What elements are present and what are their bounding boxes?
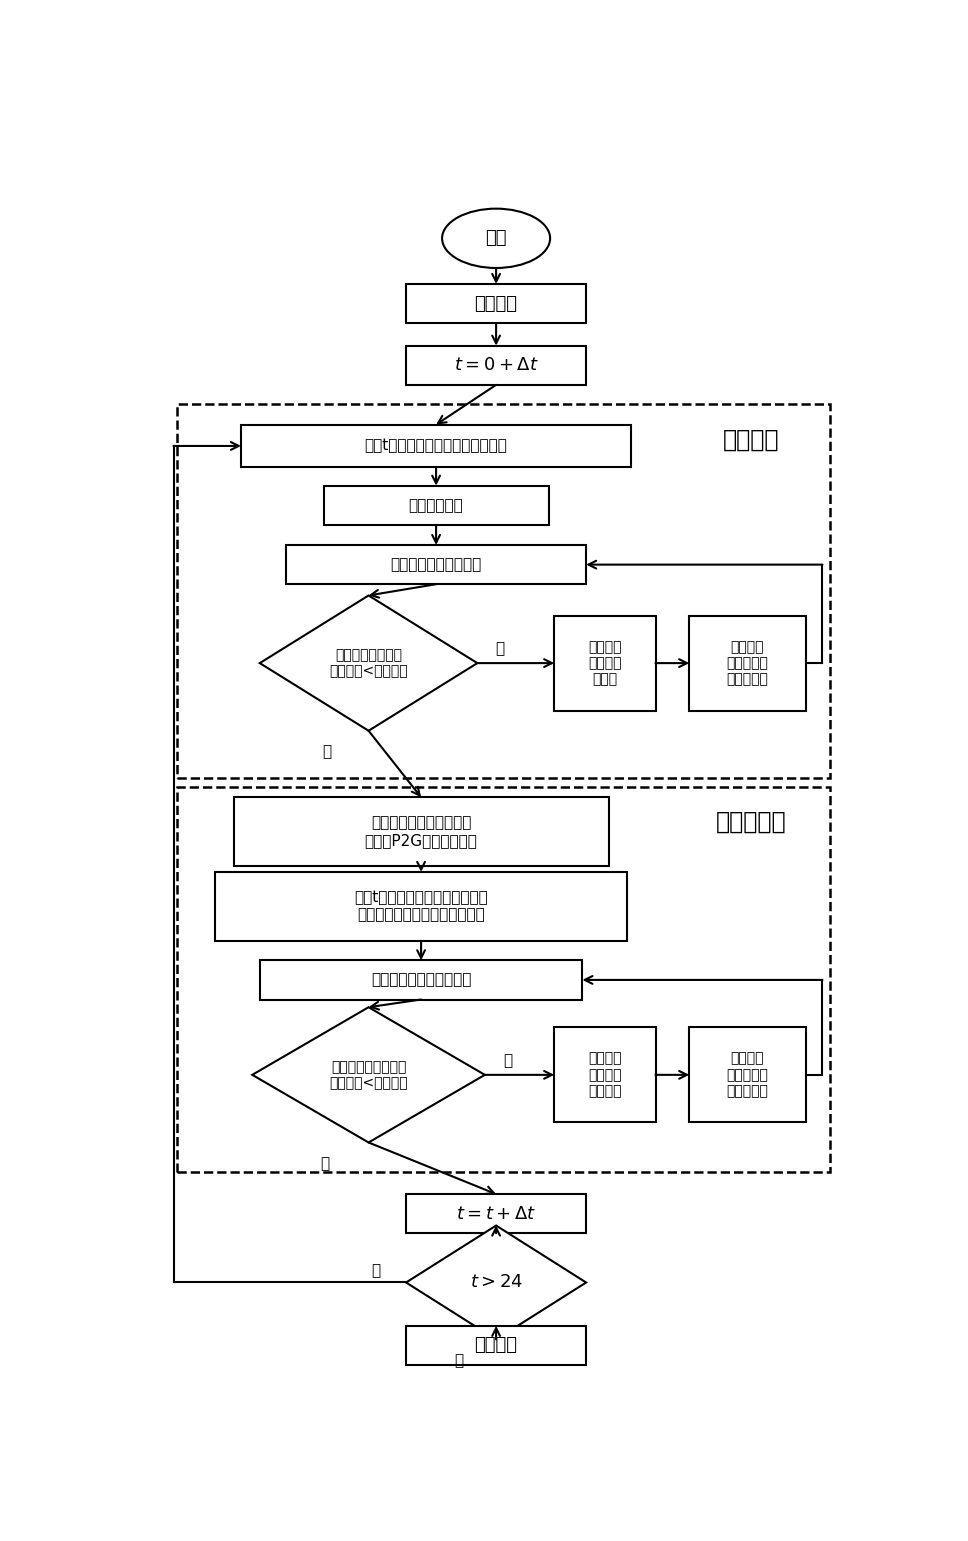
Text: 是: 是 xyxy=(454,1353,463,1368)
Text: $t=0+\Delta t$: $t=0+\Delta t$ xyxy=(454,356,538,374)
Polygon shape xyxy=(407,1225,587,1339)
Text: 形成导纳矩阵: 形成导纳矩阵 xyxy=(408,498,464,513)
Text: 电力系统: 电力系统 xyxy=(723,428,779,452)
FancyBboxPatch shape xyxy=(555,616,655,710)
FancyBboxPatch shape xyxy=(233,797,609,866)
Text: 输出结果: 输出结果 xyxy=(474,1336,518,1355)
FancyBboxPatch shape xyxy=(241,425,631,467)
FancyBboxPatch shape xyxy=(407,1325,587,1365)
Text: 设置t时刻节点电压幅値、相角初値: 设置t时刻节点电压幅値、相角初値 xyxy=(365,439,507,453)
Text: 计算天然
气系统雅
克比矩阵: 计算天然 气系统雅 克比矩阵 xyxy=(589,1051,621,1099)
FancyBboxPatch shape xyxy=(215,872,627,940)
Text: 计算燃气轮机的天然气消
耗量和P2G的天然气产量: 计算燃气轮机的天然气消 耗量和P2G的天然气产量 xyxy=(365,815,477,848)
FancyBboxPatch shape xyxy=(407,284,587,324)
Ellipse shape xyxy=(442,208,550,268)
Text: 计算修正
量，并求新
的变量初値: 计算修正 量，并求新 的变量初値 xyxy=(726,1051,769,1099)
Text: $t=t+\Delta t$: $t=t+\Delta t$ xyxy=(456,1205,536,1222)
Polygon shape xyxy=(259,595,477,730)
Text: 输入数据: 输入数据 xyxy=(474,294,518,313)
Text: 天然气系统误差向量
中最大値<收敛判据: 天然气系统误差向量 中最大値<收敛判据 xyxy=(329,1060,408,1089)
Text: 计算电力
系统雅克
比矩阵: 计算电力 系统雅克 比矩阵 xyxy=(589,640,621,686)
FancyBboxPatch shape xyxy=(259,960,583,1000)
Text: 开始: 开始 xyxy=(485,230,507,247)
Polygon shape xyxy=(253,1008,485,1142)
FancyBboxPatch shape xyxy=(689,1028,805,1122)
FancyBboxPatch shape xyxy=(407,345,587,385)
FancyBboxPatch shape xyxy=(555,1028,655,1122)
FancyBboxPatch shape xyxy=(407,1194,587,1233)
FancyBboxPatch shape xyxy=(287,546,587,584)
Text: 否: 否 xyxy=(372,1264,380,1277)
Text: 否: 否 xyxy=(496,641,504,656)
Text: 设置t时刻节点压力、管道分段节
点压力和流量、加压站流量初値: 设置t时刻节点压力、管道分段节 点压力和流量、加压站流量初値 xyxy=(354,891,488,923)
Text: 否: 否 xyxy=(502,1053,512,1068)
Text: 计算修正
量，并求新
的变量初値: 计算修正 量，并求新 的变量初値 xyxy=(726,640,769,686)
Text: 天然气系统: 天然气系统 xyxy=(716,811,786,834)
Text: 电力系统误差向量
中最大値<收敛判据: 电力系统误差向量 中最大値<收敛判据 xyxy=(329,649,408,678)
Text: 计算天然气系统误差向量: 计算天然气系统误差向量 xyxy=(371,972,471,988)
Text: 是: 是 xyxy=(322,744,332,760)
Text: 计算电力系统误差向量: 计算电力系统误差向量 xyxy=(390,558,482,572)
Text: 是: 是 xyxy=(320,1156,330,1171)
FancyBboxPatch shape xyxy=(689,616,805,710)
FancyBboxPatch shape xyxy=(323,485,549,525)
Text: $t>24$: $t>24$ xyxy=(469,1273,523,1291)
